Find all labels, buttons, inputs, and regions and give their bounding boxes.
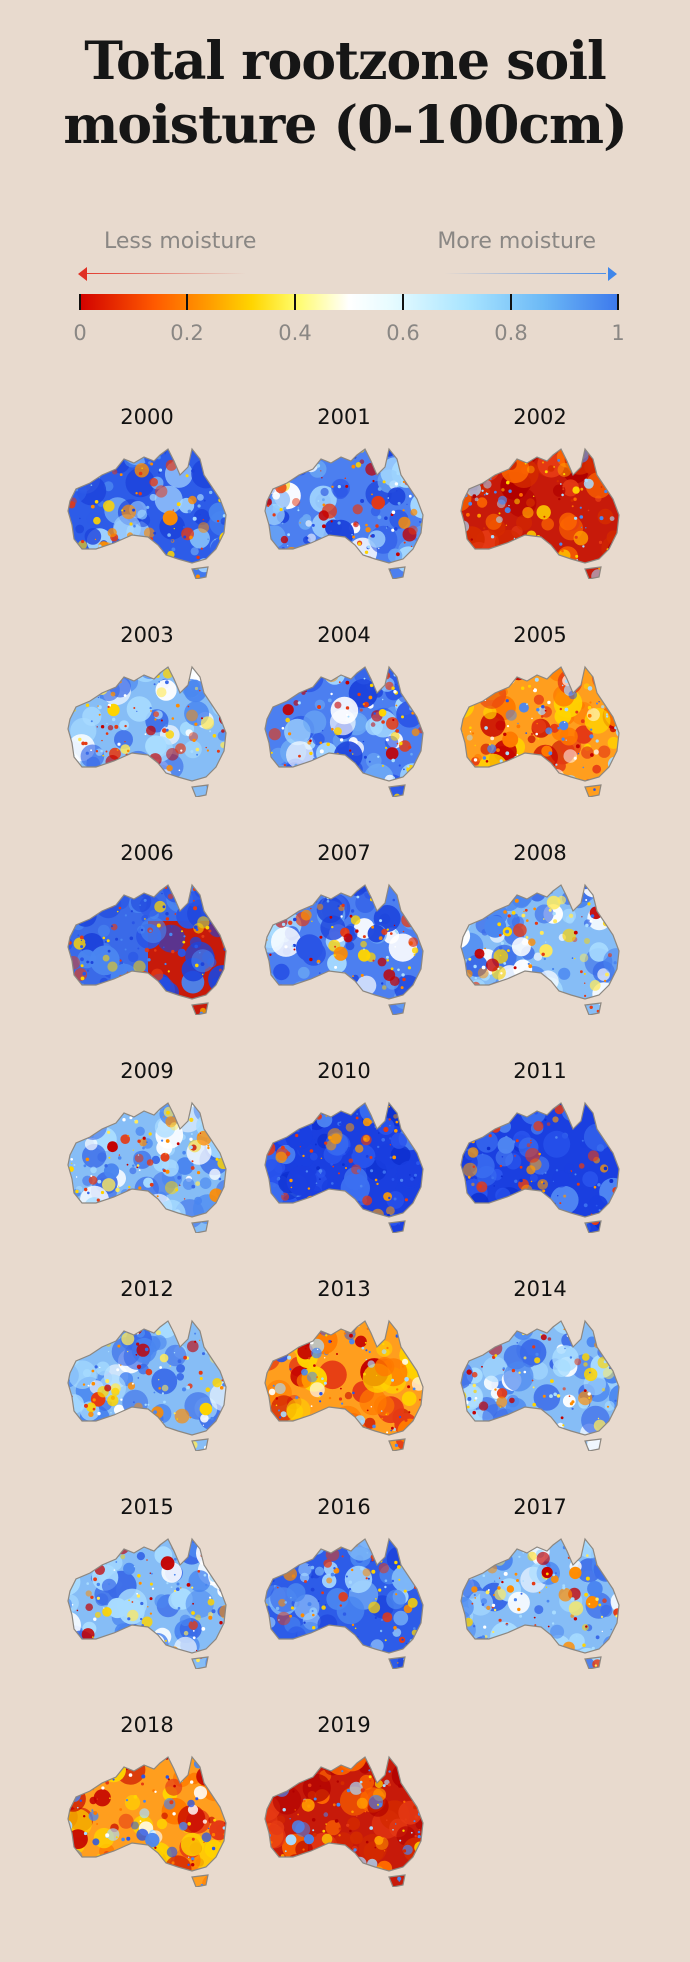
colorbar-tick: [79, 294, 81, 310]
map-panel-2008: 2008: [455, 841, 625, 1059]
map-panel-2019: 2019: [259, 1713, 429, 1931]
map-panel-2018: 2018: [62, 1713, 232, 1931]
map-panel-2007: 2007: [259, 841, 429, 1059]
australia-map: [460, 447, 620, 579]
australia-map: [67, 1537, 227, 1669]
colorbar-tick-label: 0.2: [170, 321, 204, 345]
australia-map: [460, 1319, 620, 1451]
australia-map: [264, 883, 424, 1015]
more-moisture-label: More moisture: [437, 229, 596, 254]
year-label: 2019: [317, 1713, 371, 1737]
year-label: 2009: [120, 1059, 174, 1083]
year-label: 2004: [317, 623, 371, 647]
arrow-right-icon: [608, 267, 617, 281]
map-panel-2009: 2009: [62, 1059, 232, 1277]
map-panel-2005: 2005: [455, 623, 625, 841]
map-panel-2011: 2011: [455, 1059, 625, 1277]
year-label: 2006: [120, 841, 174, 865]
australia-map: [264, 1755, 424, 1887]
australia-map: [264, 1101, 424, 1233]
colorbar-tick: [510, 294, 512, 310]
map-panel-2014: 2014: [455, 1277, 625, 1495]
australia-map: [460, 1101, 620, 1233]
map-panel-2016: 2016: [259, 1495, 429, 1713]
colorbar-tick: [617, 294, 619, 310]
year-label: 2008: [513, 841, 567, 865]
colorbar: [79, 294, 619, 310]
year-label: 2018: [120, 1713, 174, 1737]
colorbar-tick-label: 0.8: [494, 321, 528, 345]
map-panel-2000: 2000: [62, 405, 232, 623]
colorbar-tick-label: 0.6: [386, 321, 420, 345]
map-panel-2006: 2006: [62, 841, 232, 1059]
australia-map: [460, 1537, 620, 1669]
australia-map: [264, 1319, 424, 1451]
map-panel-2010: 2010: [259, 1059, 429, 1277]
year-label: 2016: [317, 1495, 371, 1519]
year-label: 2002: [513, 405, 567, 429]
map-panel-2001: 2001: [259, 405, 429, 623]
year-label: 2010: [317, 1059, 371, 1083]
year-label: 2011: [513, 1059, 567, 1083]
year-label: 2012: [120, 1277, 174, 1301]
year-label: 2013: [317, 1277, 371, 1301]
less-moisture-label: Less moisture: [104, 229, 257, 254]
colorbar-tick-label: 0.4: [278, 321, 312, 345]
year-label: 2014: [513, 1277, 567, 1301]
australia-map: [67, 447, 227, 579]
year-label: 2001: [317, 405, 371, 429]
less-arrow-line: [86, 273, 246, 274]
australia-map: [67, 665, 227, 797]
australia-map: [67, 1101, 227, 1233]
year-label: 2005: [513, 623, 567, 647]
page-title: Total rootzone soil moisture (0-100cm): [63, 31, 627, 156]
year-label: 2003: [120, 623, 174, 647]
colorbar-tick-label: 1: [611, 321, 625, 345]
australia-map: [264, 447, 424, 579]
year-label: 2015: [120, 1495, 174, 1519]
map-panel-2012: 2012: [62, 1277, 232, 1495]
colorbar-tick: [294, 294, 296, 310]
australia-map: [264, 665, 424, 797]
more-arrow-line: [444, 273, 606, 274]
australia-map: [460, 665, 620, 797]
colorbar-tick: [186, 294, 188, 310]
australia-map: [67, 1319, 227, 1451]
colorbar-tick: [402, 294, 404, 310]
colorbar-tick-label: 0: [73, 321, 87, 345]
map-panel-2017: 2017: [455, 1495, 625, 1713]
australia-map: [460, 883, 620, 1015]
australia-map: [67, 883, 227, 1015]
color-legend: Less moisture More moisture 0 0.2 0.4 0.…: [0, 0, 690, 360]
map-panel-2003: 2003: [62, 623, 232, 841]
map-panel-2015: 2015: [62, 1495, 232, 1713]
arrow-left-icon: [78, 267, 87, 281]
map-panel-2004: 2004: [259, 623, 429, 841]
map-panel-2013: 2013: [259, 1277, 429, 1495]
year-label: 2000: [120, 405, 174, 429]
australia-map: [264, 1537, 424, 1669]
map-panel-2002: 2002: [455, 405, 625, 623]
year-label: 2017: [513, 1495, 567, 1519]
australia-map: [67, 1755, 227, 1887]
year-label: 2007: [317, 841, 371, 865]
